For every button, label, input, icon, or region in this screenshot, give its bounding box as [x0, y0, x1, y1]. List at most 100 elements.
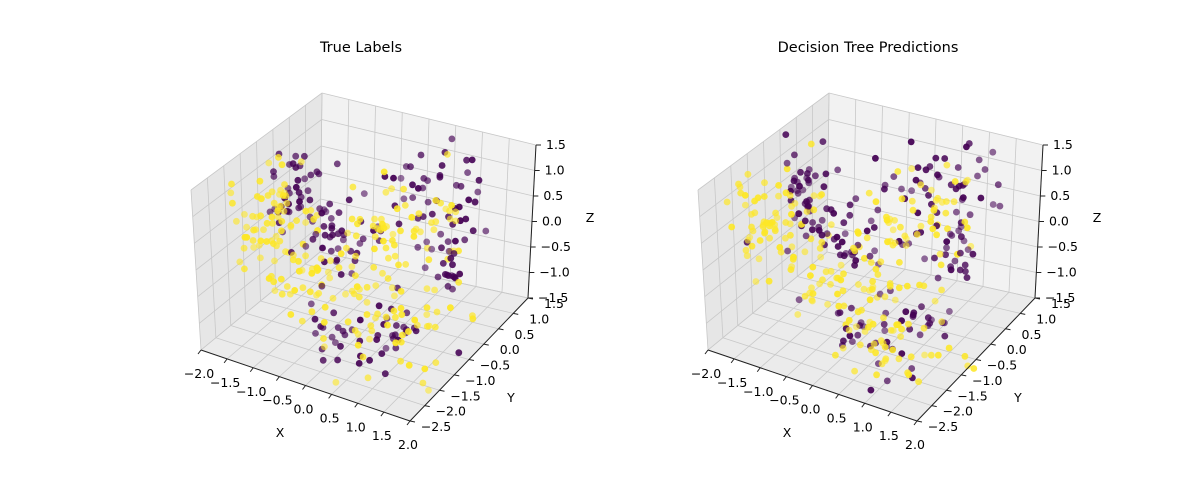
- point-class-1: [765, 277, 773, 285]
- point-class-1: [962, 178, 970, 186]
- point-class-0: [424, 177, 431, 185]
- point-class-0: [412, 327, 420, 335]
- point-class-0: [449, 285, 456, 293]
- point-class-1: [289, 256, 297, 264]
- x-tick-mark: [809, 385, 813, 390]
- point-class-0: [334, 245, 342, 253]
- point-class-0: [946, 308, 953, 315]
- point-class-0: [852, 195, 860, 203]
- point-class-1: [263, 219, 271, 227]
- z-gridline: [321, 92, 537, 146]
- point-class-1: [904, 369, 911, 377]
- point-class-0: [955, 227, 963, 235]
- z-gridline: [704, 198, 828, 297]
- point-class-1: [433, 308, 441, 316]
- y-tick-label: −2.5: [928, 419, 958, 434]
- z-gridline: [190, 92, 323, 191]
- point-class-1: [775, 182, 782, 189]
- point-class-0: [965, 140, 973, 147]
- point-class-0: [318, 282, 326, 290]
- point-class-1: [392, 313, 399, 321]
- point-class-0: [819, 138, 827, 146]
- point-class-0: [326, 200, 334, 208]
- point-class-0: [375, 302, 383, 310]
- point-class-0: [444, 238, 452, 246]
- point-class-1: [469, 315, 477, 323]
- point-class-0: [378, 350, 386, 357]
- point-class-0: [332, 258, 340, 265]
- z-gridline: [320, 172, 533, 222]
- z-tick-label: 0.5: [1050, 188, 1070, 203]
- point-class-0: [409, 194, 417, 202]
- point-class-1: [908, 165, 916, 173]
- x-tick-mark: [704, 349, 709, 355]
- point-class-0: [321, 231, 329, 239]
- x-tick-label: −1.5: [210, 375, 240, 390]
- point-class-1: [833, 274, 841, 282]
- y-gridline: [752, 312, 962, 376]
- point-class-1: [272, 232, 280, 240]
- point-class-1: [384, 275, 392, 282]
- x-tick-label: 0.0: [294, 402, 314, 417]
- subplot-title: True Labels: [319, 40, 402, 56]
- point-class-0: [395, 220, 403, 228]
- point-class-1: [809, 263, 817, 271]
- point-class-0: [360, 190, 368, 198]
- point-class-0: [872, 154, 879, 162]
- point-class-1: [249, 212, 256, 220]
- point-class-1: [423, 304, 431, 311]
- x-tick-label: 0.5: [827, 410, 847, 425]
- point-class-1: [855, 229, 862, 237]
- point-class-0: [345, 196, 353, 204]
- point-class-0: [316, 205, 324, 213]
- point-class-1: [241, 211, 248, 218]
- point-class-1: [816, 280, 823, 288]
- point-class-0: [474, 188, 482, 196]
- point-class-0: [452, 237, 459, 245]
- point-class-0: [417, 151, 425, 159]
- point-class-1: [761, 179, 768, 187]
- point-class-1: [402, 261, 410, 268]
- x-tick-label: −0.5: [262, 393, 292, 408]
- point-class-1: [749, 227, 757, 235]
- point-class-1: [869, 278, 876, 285]
- point-class-1: [350, 290, 358, 298]
- point-class-1: [369, 222, 377, 230]
- z-gridline: [321, 145, 534, 197]
- y-gridline: [215, 337, 425, 407]
- point-class-1: [310, 215, 317, 223]
- z-axis-label: Z: [586, 210, 595, 225]
- point-class-1: [371, 233, 379, 241]
- x-tick-mark: [354, 402, 359, 408]
- point-class-0: [438, 244, 445, 252]
- point-class-1: [850, 244, 857, 252]
- point-class-1: [827, 281, 834, 288]
- point-class-1: [452, 208, 460, 216]
- point-class-0: [791, 151, 798, 159]
- point-class-0: [465, 196, 473, 204]
- point-class-0: [306, 196, 314, 204]
- floor-pane: [708, 252, 1035, 421]
- point-class-1: [737, 189, 745, 197]
- point-class-0: [834, 243, 842, 250]
- point-class-1: [421, 365, 429, 373]
- point-class-1: [748, 211, 755, 218]
- point-class-0: [783, 159, 791, 167]
- point-class-0: [823, 230, 831, 238]
- point-class-0: [330, 309, 338, 317]
- point-class-1: [887, 327, 895, 334]
- point-class-1: [348, 263, 356, 270]
- x-tick-mark: [328, 394, 333, 399]
- point-class-0: [374, 332, 382, 339]
- point-class-0: [333, 160, 341, 168]
- y-gridline: [245, 312, 455, 376]
- point-class-0: [977, 194, 985, 202]
- point-class-0: [447, 254, 455, 262]
- point-class-0: [867, 386, 875, 394]
- point-class-1: [840, 302, 848, 310]
- point-class-1: [307, 207, 315, 214]
- point-class-0: [289, 160, 297, 168]
- x-tick-label: 2.0: [398, 437, 418, 452]
- point-class-1: [903, 282, 911, 290]
- point-class-1: [880, 314, 887, 322]
